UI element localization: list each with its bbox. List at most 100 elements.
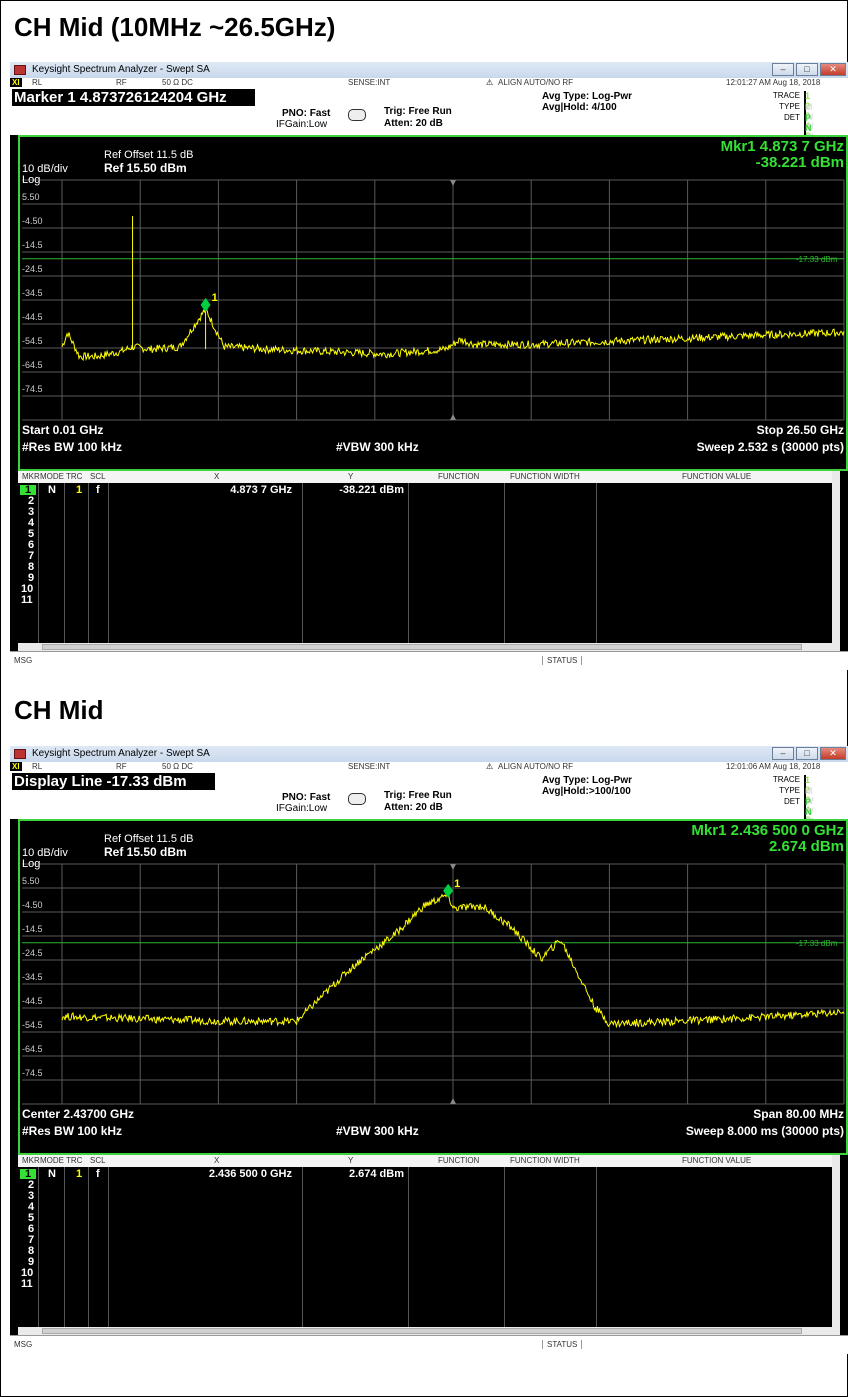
y-tick-label: -34.5 bbox=[22, 288, 43, 298]
marker-number: 2 bbox=[28, 1179, 35, 1191]
column-header: SCL bbox=[90, 472, 106, 481]
marker-number: 7 bbox=[28, 550, 35, 562]
table-row[interactable]: 2 bbox=[18, 496, 834, 507]
marker-number: 8 bbox=[28, 1245, 35, 1257]
minimize-icon[interactable]: – bbox=[772, 747, 794, 760]
table-column-divider bbox=[64, 1167, 65, 1327]
timestamp: 12:01:06 AM Aug 18, 2018 bbox=[726, 762, 821, 771]
avg-hold-label: Avg|Hold: 4/100 bbox=[542, 102, 617, 113]
close-icon[interactable]: ✕ bbox=[820, 63, 846, 76]
y-tick-label: 5.50 bbox=[22, 876, 40, 886]
marker-table-header: MKR MODE TRC SCL X Y FUNCTION FUNCTION WIDTH FUN… bbox=[18, 1155, 840, 1167]
table-column-divider bbox=[88, 483, 89, 643]
ref-offset-label: Ref Offset 11.5 dB bbox=[104, 833, 194, 845]
table-row[interactable]: 10 bbox=[18, 1267, 834, 1279]
marker-number: 9 bbox=[28, 572, 35, 584]
scale-label: 10 dB/div bbox=[22, 847, 68, 859]
marker-number: 11 bbox=[21, 594, 33, 606]
spectrum-plot: 5.50 -4.50 -14.5 -24.5 -34.5 -44.5 -54.5 -64.5 -… bbox=[22, 863, 845, 1105]
start-frequency-label: Center 2.43700 GHz bbox=[22, 1107, 135, 1121]
marker-table-header: MKR MODE TRC SCL X Y FUNCTION FUNCTION WIDTH FUN… bbox=[18, 471, 840, 483]
marker-table: MKR MODE TRC SCL X Y FUNCTION FUNCTION WIDTH FUN… bbox=[18, 471, 840, 651]
table-row[interactable]: 3 bbox=[18, 1191, 834, 1202]
spectrum-display[interactable]: 5.50 -4.50 -14.5 -24.5 -34.5 -44.5 -54.5 -64.5 -… bbox=[18, 135, 848, 471]
marker-diamond bbox=[200, 297, 211, 312]
marker-amplitude-readout: -38.221 dBm bbox=[755, 154, 844, 171]
ifgain-label: IFGain:Low bbox=[276, 803, 328, 814]
table-row[interactable]: 11 bbox=[18, 1279, 834, 1290]
spectrum-analyzer-window-1: Keysight Spectrum Analyzer - Swept SA – … bbox=[10, 62, 848, 670]
minimize-icon[interactable]: – bbox=[772, 63, 794, 76]
y-tick-label: -24.5 bbox=[22, 264, 43, 274]
table-row[interactable]: 4 bbox=[18, 1202, 834, 1213]
table-row[interactable]: 9 bbox=[18, 572, 834, 584]
ref-level-label: Ref 15.50 dBm bbox=[104, 161, 187, 175]
display-line-label: -17.33 dBm bbox=[796, 255, 838, 264]
marker-y-value: 2.674 dBm bbox=[348, 1168, 404, 1180]
avg-type-label: Avg Type: Log-Pwr bbox=[542, 91, 632, 102]
marker-mode: N bbox=[48, 484, 56, 496]
table-row[interactable]: 6 bbox=[18, 540, 834, 551]
align-label: ALIGN AUTO/NO RF bbox=[498, 762, 573, 771]
spectrum-plot: 5.50 -4.50 -14.5 -24.5 -34.5 -44.5 -54.5 -64.5 -… bbox=[22, 179, 845, 421]
log-label: Log bbox=[22, 174, 41, 186]
section-heading-1: CH Mid (10MHz ~26.5GHz) bbox=[14, 12, 336, 42]
scrollbar-thumb[interactable] bbox=[42, 644, 802, 650]
center-top-triangle bbox=[450, 180, 456, 186]
close-icon[interactable]: ✕ bbox=[820, 747, 846, 760]
table-row[interactable]: 8 bbox=[18, 1245, 834, 1257]
y-tick-label: -44.5 bbox=[22, 312, 43, 322]
msg-label: MSG bbox=[14, 1340, 33, 1349]
table-column-divider bbox=[108, 483, 109, 643]
ref-offset-label: Ref Offset 11.5 dB bbox=[104, 149, 194, 161]
table-row[interactable]: 11 bbox=[18, 594, 834, 606]
vertical-scrollbar[interactable] bbox=[832, 471, 840, 643]
y-tick-label: -54.5 bbox=[22, 1020, 43, 1030]
table-row[interactable]: 1 N 1 f 2.436 500 0 GHz 2.674 dBm bbox=[18, 1168, 834, 1180]
section-heading-2: CH Mid bbox=[14, 695, 104, 725]
horizontal-scrollbar[interactable] bbox=[18, 643, 840, 651]
spectrum-analyzer-window-2: Keysight Spectrum Analyzer - Swept SA – … bbox=[10, 746, 848, 1354]
vertical-scrollbar[interactable] bbox=[832, 1155, 840, 1327]
maximize-icon[interactable]: □ bbox=[796, 63, 818, 76]
horizontal-scrollbar[interactable] bbox=[18, 1327, 840, 1335]
table-column-divider bbox=[38, 483, 39, 643]
marker-number: 10 bbox=[21, 1267, 34, 1279]
marker-table-body: 1 N 1 f 2.436 500 0 GHz 2.674 dBm 2 3 4 5 6 7 8… bbox=[18, 1167, 834, 1327]
table-row[interactable]: 8 bbox=[18, 562, 834, 573]
ifgain-label: IFGain:Low bbox=[276, 119, 328, 130]
table-row[interactable]: 7 bbox=[18, 1235, 834, 1246]
table-column-divider bbox=[302, 483, 303, 643]
table-row[interactable]: 2 bbox=[18, 1179, 834, 1191]
table-row[interactable]: 5 bbox=[18, 1213, 834, 1224]
center-bottom-triangle bbox=[450, 1098, 456, 1104]
warning-icon: ⚠ bbox=[486, 762, 494, 771]
marker-number: 1 bbox=[20, 485, 36, 496]
table-row[interactable]: 3 bbox=[18, 507, 834, 518]
table-row[interactable]: 4 bbox=[18, 518, 834, 529]
trace-line bbox=[61, 305, 845, 362]
column-header: MODE bbox=[40, 1156, 64, 1165]
align-label: ALIGN AUTO/NO RF bbox=[498, 78, 573, 87]
table-row[interactable]: 9 bbox=[18, 1257, 834, 1268]
table-row[interactable]: 7 bbox=[18, 550, 834, 562]
scrollbar-thumb[interactable] bbox=[42, 1328, 802, 1334]
marker-mode: N bbox=[48, 1168, 56, 1180]
spectrum-display[interactable]: 5.50 -4.50 -14.5 -24.5 -34.5 -44.5 -54.5 -64.5 -… bbox=[18, 819, 848, 1155]
sense-label: SENSE:INT bbox=[348, 78, 391, 87]
table-row[interactable]: 6 bbox=[18, 1224, 834, 1235]
vbw-label: #VBW 300 kHz bbox=[336, 440, 419, 454]
rf-label: RF bbox=[116, 78, 127, 87]
trace-label: TRACE bbox=[772, 775, 800, 784]
impedance-label: 50 Ω DC bbox=[162, 762, 193, 771]
trace-line bbox=[61, 890, 845, 1029]
marker-trace: 1 bbox=[76, 1168, 83, 1180]
marker-number: 5 bbox=[28, 528, 35, 540]
trace-label: TRACE bbox=[772, 91, 800, 100]
attenuation-label: Atten: 20 dB bbox=[384, 118, 443, 129]
table-row[interactable]: 10 bbox=[18, 584, 834, 595]
table-column-divider bbox=[88, 1167, 89, 1327]
table-row[interactable]: 5 bbox=[18, 528, 834, 540]
table-row[interactable]: 1 N 1 f 4.873 7 GHz -38.221 dBm bbox=[18, 484, 834, 496]
maximize-icon[interactable]: □ bbox=[796, 747, 818, 760]
